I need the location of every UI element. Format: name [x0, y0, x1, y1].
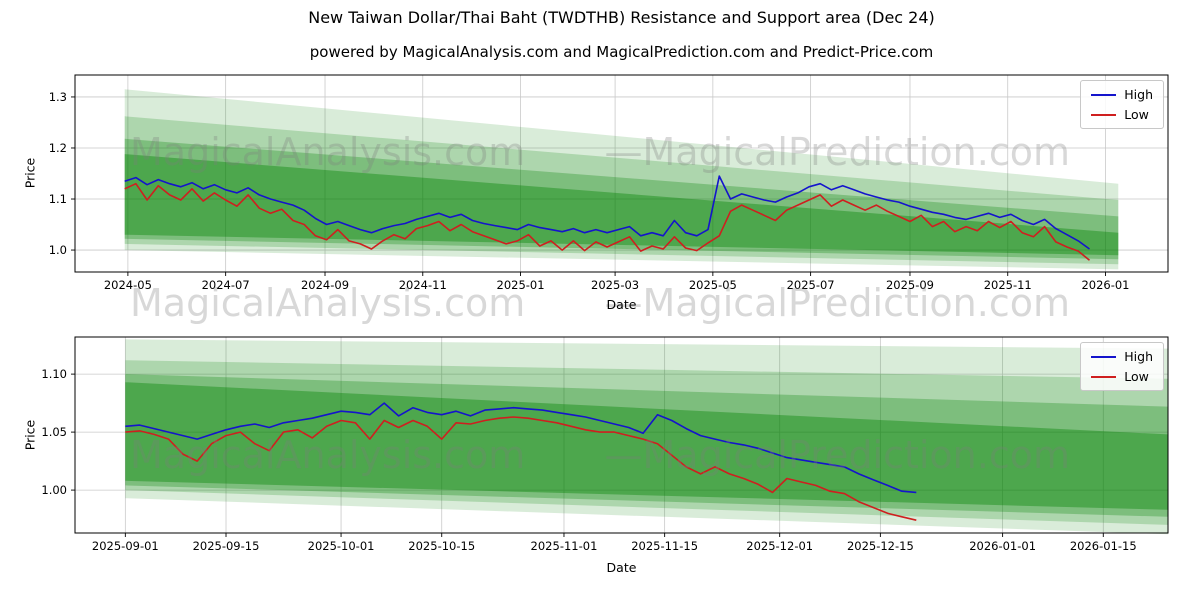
y-tick-label: 1.0 — [49, 243, 67, 257]
tick-labels: 2025-09-01 2025-09-15 2025-10-01 2025-10-15… — [41, 367, 1136, 553]
x-tick-label: 2024-07 — [202, 278, 250, 292]
axes-spines — [74, 74, 1169, 273]
x-tick-label: 2025-09-15 — [193, 539, 260, 553]
low-line-sample-icon — [1091, 113, 1117, 116]
legend-label-low: Low — [1124, 107, 1149, 122]
y-tick-label: 1.1 — [49, 192, 67, 206]
legend-item-high: High — [1091, 349, 1153, 364]
x-tick-label: 2025-11-01 — [531, 539, 598, 553]
high-line — [124, 175, 1090, 250]
tick-marks — [71, 373, 1104, 537]
support-resistance-bands — [124, 89, 1119, 270]
figure-title: New Taiwan Dollar/Thai Baht (TWDTHB) Res… — [308, 8, 935, 27]
chart-top: 2024-05 2024-07 2024-09 2024-11 2025-01 2025-… — [49, 74, 1169, 292]
low-line-sample-icon — [1091, 375, 1117, 378]
x-tick-label: 2025-10-01 — [308, 539, 375, 553]
high-line-sample-icon — [1091, 355, 1117, 358]
band-layer — [125, 374, 1168, 517]
legend-item-low: Low — [1091, 107, 1153, 122]
x-tick-label: 2025-07 — [787, 278, 835, 292]
legend-label-low: Low — [1124, 369, 1149, 384]
x-tick-label: 2025-01 — [497, 278, 545, 292]
x-axis-label-top: Date — [606, 297, 637, 312]
legend-label-high: High — [1124, 87, 1153, 102]
x-tick-label: 2025-12-01 — [746, 539, 813, 553]
low-line — [124, 182, 1091, 261]
figure-subtitle: powered by MagicalAnalysis.com and Magic… — [309, 43, 934, 61]
x-tick-label: 2025-03 — [591, 278, 639, 292]
x-tick-label: 2025-12-15 — [847, 539, 914, 553]
chart-bottom: 2025-09-01 2025-09-15 2025-10-01 2025-10-15… — [41, 336, 1169, 553]
y-tick-label: 1.00 — [41, 483, 67, 497]
band-layer — [125, 360, 1168, 525]
band-layer — [125, 382, 1168, 510]
legend-item-high: High — [1091, 87, 1153, 102]
x-tick-label: 2025-09 — [886, 278, 934, 292]
x-tick-label: 2026-01-01 — [969, 539, 1036, 553]
x-tick-label: 2024-09 — [301, 278, 349, 292]
low-line — [125, 416, 917, 521]
legend-bottom: High Low — [1080, 342, 1164, 391]
legend-top: High Low — [1080, 80, 1164, 129]
y-tick-label: 1.3 — [49, 90, 67, 104]
band-layer — [124, 138, 1119, 260]
support-resistance-bands — [125, 339, 1168, 535]
x-axis-label-bottom: Date — [606, 560, 637, 575]
axes-spines — [74, 336, 1169, 534]
tick-labels: 2024-05 2024-07 2024-09 2024-11 2025-01 2025-… — [49, 90, 1130, 292]
x-tick-label: 2024-05 — [104, 278, 152, 292]
high-line — [125, 402, 917, 494]
x-tick-label: 2025-11-15 — [631, 539, 698, 553]
x-tick-label: 2026-01 — [1081, 278, 1129, 292]
x-tick-label: 2026-01-15 — [1070, 539, 1137, 553]
y-tick-label: 1.05 — [41, 425, 67, 439]
grid-lines — [75, 337, 1168, 533]
x-tick-label: 2024-11 — [399, 278, 447, 292]
x-tick-label: 2025-10-15 — [408, 539, 475, 553]
x-tick-label: 2025-05 — [689, 278, 737, 292]
band-layer — [124, 89, 1119, 270]
y-axis-label-bottom: Price — [22, 419, 38, 451]
band-layer — [124, 154, 1119, 256]
legend-label-high: High — [1124, 349, 1153, 364]
y-tick-label: 1.10 — [41, 367, 67, 381]
band-layer — [125, 339, 1168, 535]
y-axis-label-top: Price — [22, 157, 38, 189]
high-line-sample-icon — [1091, 93, 1117, 96]
x-tick-label: 2025-11 — [984, 278, 1032, 292]
y-tick-label: 1.2 — [49, 141, 67, 155]
band-layer — [124, 116, 1119, 265]
legend-item-low: Low — [1091, 369, 1153, 384]
tick-marks — [71, 96, 1106, 276]
x-tick-label: 2025-09-01 — [92, 539, 159, 553]
